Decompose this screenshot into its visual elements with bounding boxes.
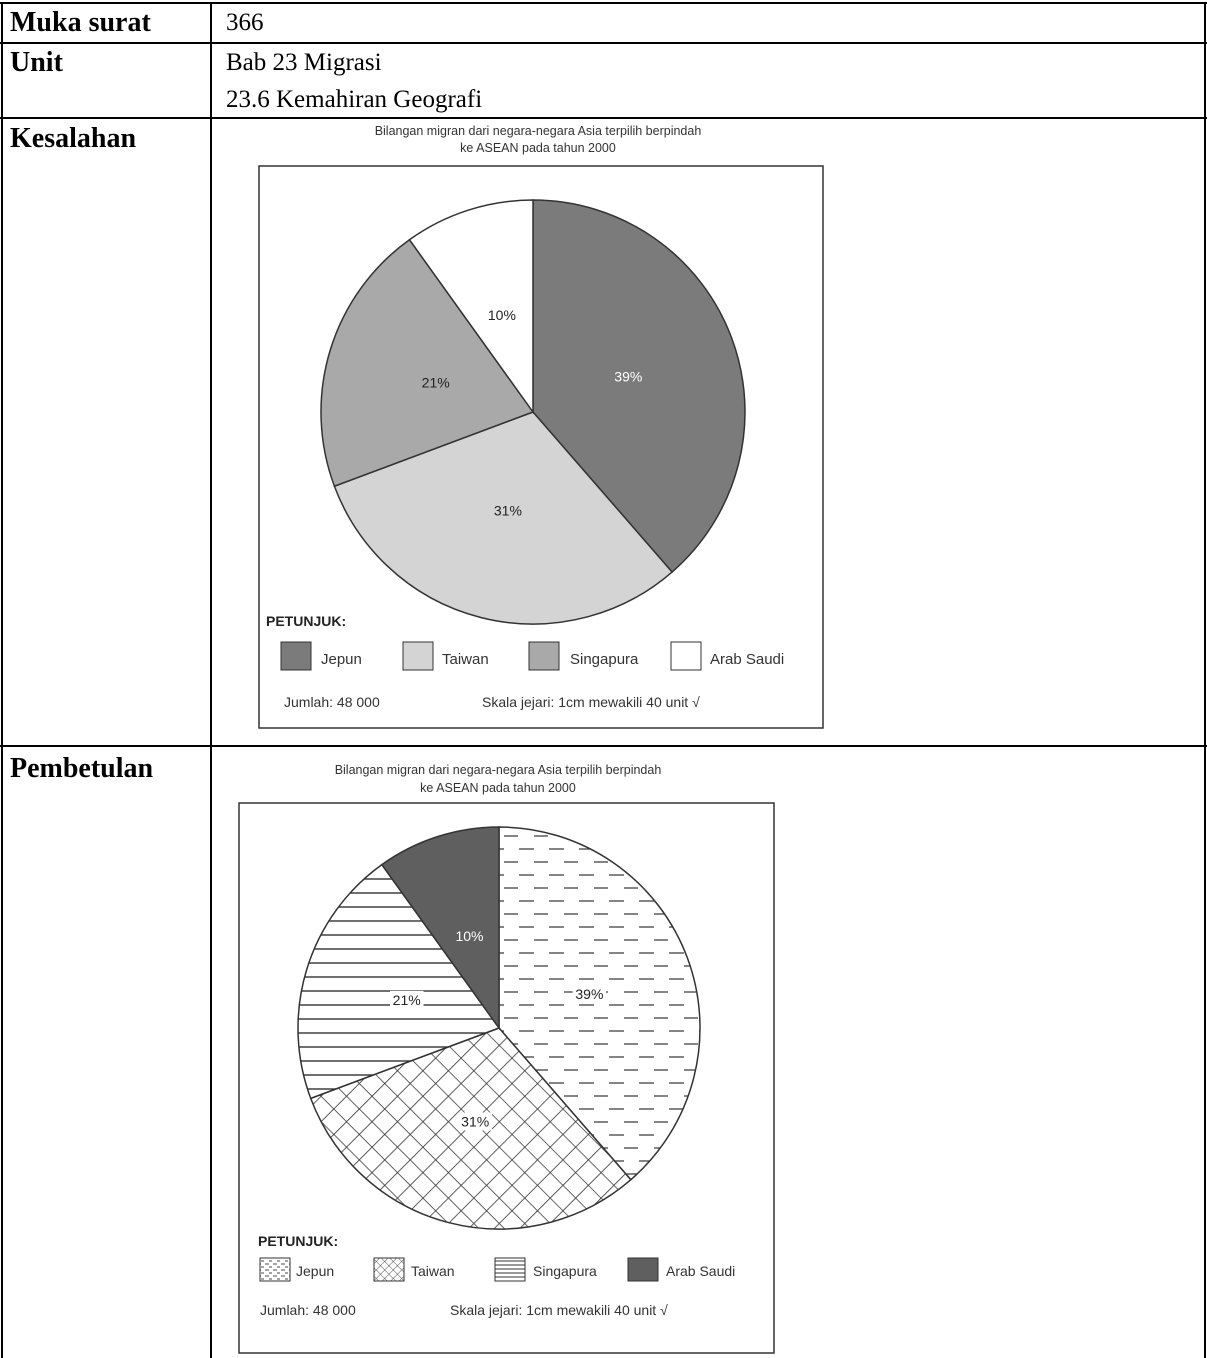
pie-slice-jepun — [532, 199, 746, 574]
corrected-pie-figure: Bilangan migran dari negara-negara Asia … — [232, 752, 792, 1358]
unit-chapter-value: Bab 23 Migrasi — [226, 49, 382, 76]
slice-label-background-taiwan — [458, 1112, 492, 1131]
slice-label-jepun: 39% — [575, 986, 603, 1002]
unit-section-value: 23.6 Kemahiran Geografi — [226, 86, 483, 113]
row-divider-1 — [0, 42, 1207, 44]
pie-slices — [297, 826, 701, 1230]
legend-label-arab-saudi: Arab Saudi — [710, 651, 784, 668]
legend-swatch-arab-saudi — [627, 1257, 659, 1282]
scale-text: Skala jejari: 1cm mewakili 40 unit √ — [450, 1302, 668, 1318]
chart-title-line-1: Bilangan migran dari negara-negara Asia … — [375, 124, 702, 138]
slice-label-singapura: 21% — [422, 374, 450, 390]
pie-slice-arab-saudi — [380, 826, 500, 1031]
slice-label-background-arab-saudi — [452, 927, 487, 946]
chart-title-line-2: ke ASEAN pada tahun 2000 — [420, 781, 576, 795]
legend-swatch-arab-saudi — [670, 641, 702, 671]
legend-label-arab-saudi: Arab Saudi — [666, 1263, 735, 1279]
legend-swatch-singapura — [528, 641, 560, 671]
pie-slice-labels: 39% 31% 21% 10% — [390, 927, 607, 1131]
pie-slice-singapura — [297, 863, 501, 1100]
slice-label-arab-saudi: 10% — [488, 307, 516, 323]
row-divider-2 — [0, 117, 1207, 119]
chart-title-line-1: Bilangan migran dari negara-negara Asia … — [335, 763, 662, 777]
scale-text: Skala jejari: 1cm mewakili 40 unit √ — [482, 694, 700, 710]
slice-label-background-singapura — [390, 990, 424, 1009]
slice-label-arab-saudi: 10% — [455, 928, 483, 944]
slice-label-taiwan: 31% — [494, 503, 522, 519]
slice-label-taiwan: 31% — [461, 1114, 489, 1130]
legend-title: PETUNJUK: — [258, 1233, 338, 1249]
legend-title: PETUNJUK: — [266, 613, 346, 629]
row-divider-3 — [0, 745, 1207, 747]
chart-title-line-2: ke ASEAN pada tahun 2000 — [460, 141, 616, 155]
table-right-border — [1204, 2, 1206, 1358]
legend-swatch-jepun — [280, 641, 312, 671]
legend-swatch-taiwan — [373, 1257, 405, 1282]
row-label-unit: Unit — [10, 47, 63, 78]
slice-label-jepun: 39% — [614, 368, 642, 384]
table-column-divider — [210, 2, 212, 1358]
total-text: Jumlah: 48 000 — [284, 694, 380, 710]
slice-label-background-jepun — [572, 985, 607, 1004]
total-text: Jumlah: 48 000 — [260, 1302, 356, 1318]
row-label-muka-surat: Muka surat — [10, 7, 151, 38]
pie-slices — [320, 199, 746, 625]
page-number-value: 366 — [226, 9, 264, 36]
slice-label-singapura: 21% — [393, 992, 421, 1008]
legend-swatch-jepun — [259, 1257, 291, 1282]
incorrect-pie-figure: Bilangan migran dari negara-negara Asia … — [250, 120, 850, 740]
legend-label-jepun: Jepun — [296, 1263, 334, 1279]
legend-label-taiwan: Taiwan — [411, 1263, 455, 1279]
legend-swatch-taiwan — [402, 641, 434, 671]
legend-label-singapura: Singapura — [533, 1263, 597, 1279]
pie-slice-jepun — [498, 826, 701, 1181]
table-top-border — [0, 2, 1207, 4]
legend-label-jepun: Jepun — [321, 651, 362, 668]
pie-slice-arab-saudi — [408, 199, 534, 415]
pie-slice-singapura — [320, 238, 535, 488]
pie-slice-labels: 39% 31% 21% 10% — [422, 307, 643, 518]
legend-label-singapura: Singapura — [570, 651, 639, 668]
row-label-pembetulan: Pembetulan — [10, 753, 154, 784]
table-left-border — [1, 2, 3, 1358]
row-label-kesalahan: Kesalahan — [10, 123, 137, 154]
pie-slice-taiwan — [333, 411, 674, 625]
legend-label-taiwan: Taiwan — [442, 651, 489, 668]
legend-swatch-singapura — [494, 1257, 526, 1282]
